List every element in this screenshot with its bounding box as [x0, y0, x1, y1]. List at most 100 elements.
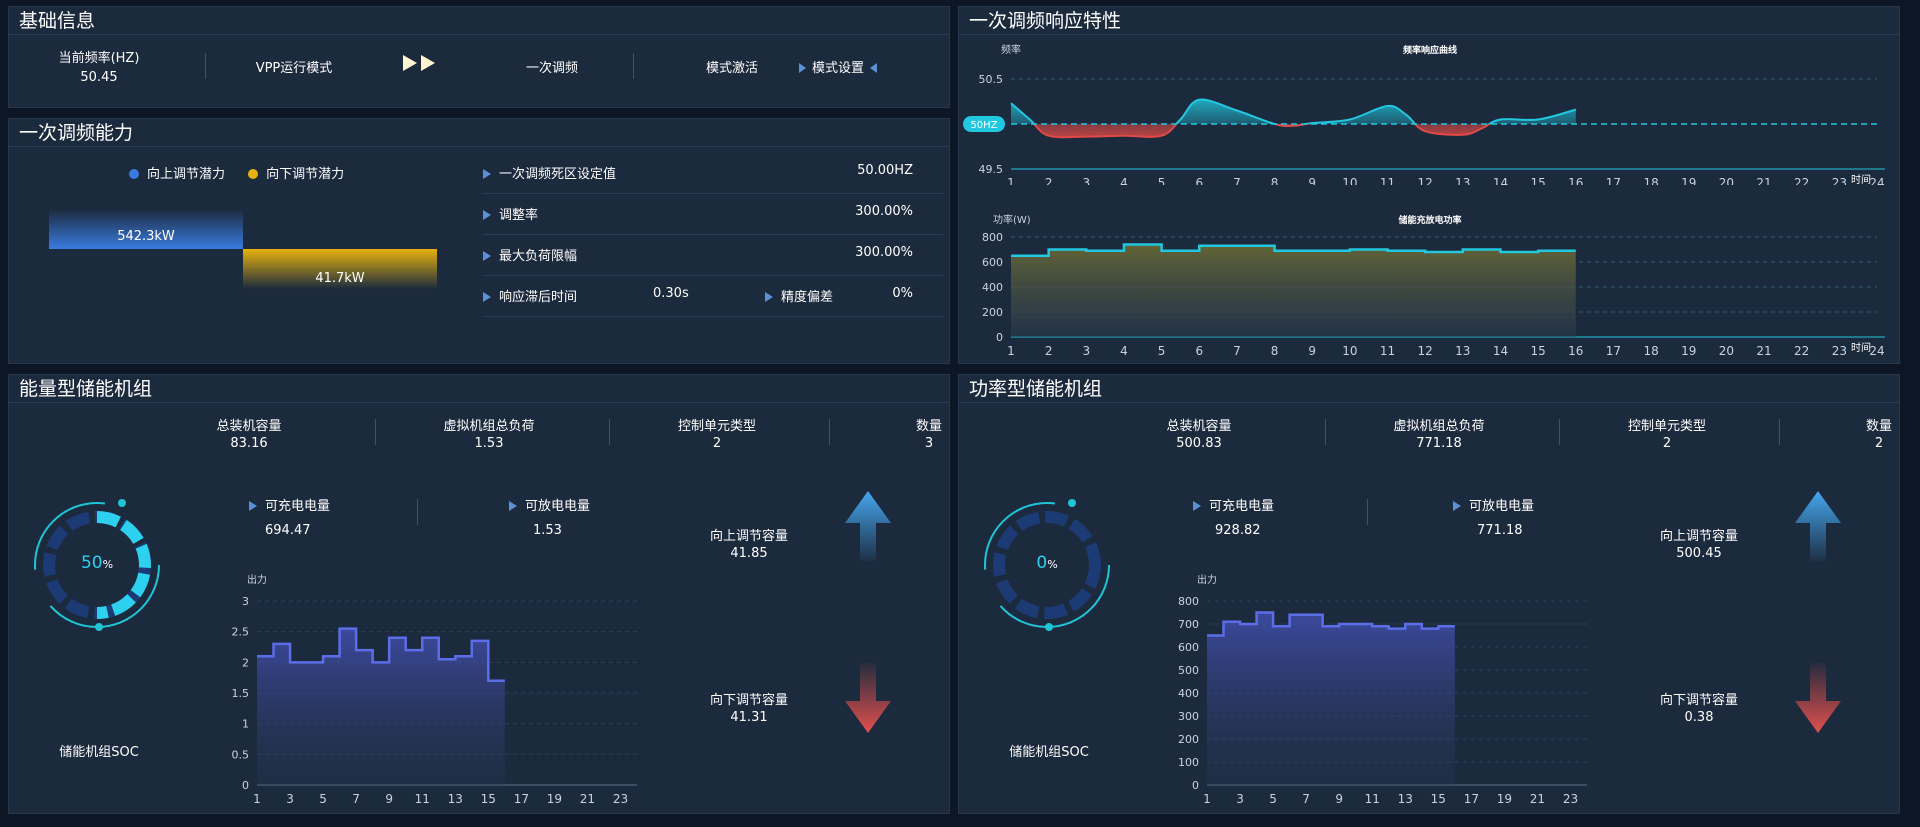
panel-title: 能量型储能机组 — [9, 375, 949, 403]
stat-value: 771.18 — [1416, 436, 1462, 451]
y-tick-label: 600 — [982, 256, 1003, 269]
series-line — [257, 627, 505, 682]
mode-name: 一次调频 — [525, 61, 578, 76]
up-capacity-label: 向上调节容量 — [709, 529, 788, 544]
legend-up[interactable]: 向上调节潜力 — [129, 163, 225, 182]
panel-title: 一次调频能力 — [9, 119, 949, 147]
stat-label: 控制单元类型 — [1627, 419, 1706, 434]
x-tick-label: 6 — [1195, 344, 1203, 358]
x-tick-label: 23 — [1563, 792, 1578, 806]
chart-title: 储能充放电功率 — [1398, 214, 1461, 226]
x-tick-label: 13 — [1455, 176, 1470, 185]
arrow-down-icon — [845, 663, 891, 733]
param-value: 0% — [892, 286, 913, 301]
y-axis-title: 功率(W) — [993, 213, 1031, 226]
stat-value: 1.53 — [474, 436, 504, 451]
y-tick-label: 50.5 — [979, 73, 1004, 86]
param-row: 最大负荷限幅 300.00% — [483, 245, 943, 285]
divider — [1559, 419, 1560, 445]
x-tick-label: 9 — [385, 792, 393, 806]
y-tick-label: 49.5 — [979, 163, 1004, 176]
stat-value: 83.16 — [230, 436, 268, 451]
x-tick-label: 23 — [1832, 344, 1847, 358]
markline-label: 50HZ — [970, 120, 997, 131]
legend-down[interactable]: 向下调节潜力 — [248, 163, 344, 182]
triangle-right-icon — [799, 62, 806, 73]
x-tick-label: 5 — [1158, 176, 1166, 185]
x-tick-label: 3 — [1082, 176, 1090, 185]
x-tick-label: 24 — [1869, 176, 1884, 185]
x-tick-label: 22 — [1794, 344, 1809, 358]
x-tick-label: 21 — [1756, 344, 1771, 358]
x-tick-label: 16 — [1568, 176, 1583, 185]
stat-value: 3 — [924, 436, 934, 451]
stat-value: 2 — [1662, 436, 1672, 451]
x-tick-label: 20 — [1719, 344, 1734, 358]
param-value: 300.00% — [855, 204, 913, 219]
x-tick-label: 1 — [253, 792, 261, 806]
triangle-right-icon — [509, 500, 517, 511]
x-tick-label: 15 — [1530, 344, 1545, 358]
x-tick-label: 13 — [448, 792, 463, 806]
down-capacity-value: 41.31 — [730, 710, 768, 725]
up-potential-bar[interactable] — [49, 209, 243, 249]
y-tick-label: 2.5 — [232, 626, 250, 639]
triangle-right-icon — [1453, 500, 1461, 511]
triangle-right-icon — [765, 291, 773, 302]
x-tick-label: 5 — [1158, 344, 1166, 358]
divider — [1325, 419, 1326, 445]
x-tick-label: 17 — [514, 792, 529, 806]
stat-value: 2 — [712, 436, 722, 451]
soc-value: 50% — [80, 553, 114, 573]
x-tick-label: 13 — [1398, 792, 1413, 806]
divider — [205, 53, 206, 79]
x-tick-label: 14 — [1493, 176, 1508, 185]
y-tick-label: 0 — [242, 779, 249, 792]
y-axis-title: 频率 — [1001, 43, 1021, 56]
x-tick-label: 19 — [547, 792, 562, 806]
x-tick-label: 10 — [1342, 176, 1357, 185]
x-tick-label: 7 — [1233, 344, 1241, 358]
panel-title: 基础信息 — [9, 7, 949, 35]
markline-badge — [963, 116, 1005, 132]
x-tick-label: 11 — [1380, 344, 1395, 358]
x-tick-label: 10 — [1342, 344, 1357, 358]
up-potential-value: 542.3kW — [117, 229, 175, 244]
param-value: 0.30s — [653, 286, 689, 301]
param-label: 响应滞后时间 — [499, 290, 578, 305]
y-tick-label: 1.5 — [232, 687, 250, 700]
y-tick-label: 0 — [1192, 779, 1199, 792]
x-tick-label: 23 — [1832, 176, 1847, 185]
x-tick-label: 8 — [1271, 176, 1279, 185]
down-potential-bar[interactable] — [243, 249, 437, 289]
capability-panel: 一次调频能力 向上调节潜力 向下调节潜力 542.3kW 41.7kW 一次调频… — [8, 118, 950, 364]
param-label: 调整率 — [499, 208, 539, 223]
x-tick-label: 1 — [1203, 792, 1211, 806]
down-capacity-value: 0.38 — [1684, 710, 1714, 725]
x-tick-label: 14 — [1493, 344, 1508, 358]
triangle-right-icon — [483, 250, 491, 261]
basic-info-panel: 基础信息 当前频率(HZ) 50.45 VPP运行模式 一次调频 模式激活 模式… — [8, 6, 950, 108]
stat-label: 数量 — [915, 419, 942, 434]
panel-title: 一次调频响应特性 — [959, 7, 1899, 35]
divider — [1779, 419, 1780, 445]
y-tick-label: 100 — [1178, 756, 1199, 769]
y-tick-label: 300 — [1178, 710, 1199, 723]
current-frequency-label: 当前频率(HZ) — [58, 51, 140, 66]
x-tick-label: 17 — [1606, 344, 1621, 358]
mode-active-button[interactable]: 模式激活 — [705, 61, 758, 76]
soc-label: 储能机组SOC — [1009, 745, 1089, 760]
y-tick-label: 0 — [996, 331, 1003, 344]
x-tick-label: 3 — [1082, 344, 1090, 358]
arrow-down-icon — [1795, 663, 1841, 733]
charge-value: 694.47 — [265, 523, 311, 538]
y-tick-label: 200 — [1178, 733, 1199, 746]
mode-setting-button[interactable]: 模式设置 — [799, 57, 878, 76]
x-axis-title: 时间 — [1851, 173, 1871, 185]
x-tick-label: 9 — [1335, 792, 1343, 806]
x-tick-label: 15 — [1530, 176, 1545, 185]
